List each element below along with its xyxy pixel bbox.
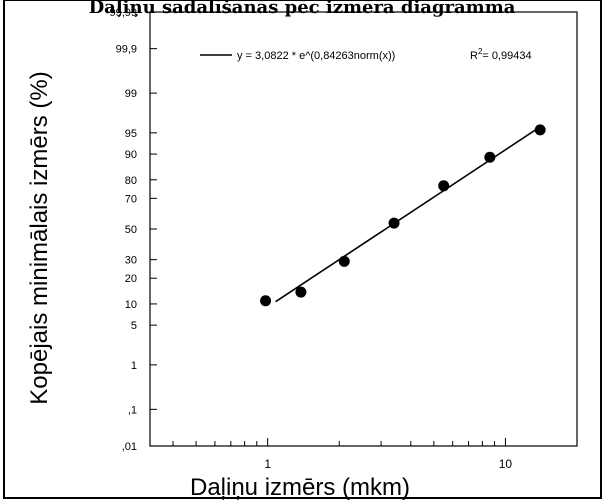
y-tick-label: ,1 xyxy=(128,404,137,416)
data-point xyxy=(438,180,450,192)
y-tick-label: 95 xyxy=(125,128,137,140)
data-point xyxy=(260,295,272,307)
y-tick-label: 90 xyxy=(125,149,137,161)
legend: y = 3,0822 * e^(0,84263norm(x)) R2= 0,99… xyxy=(200,47,532,62)
y-tick-label: ,01 xyxy=(122,441,137,453)
legend-equation: y = 3,0822 * e^(0,84263norm(x)) xyxy=(237,50,395,62)
fit-line xyxy=(275,125,543,303)
x-axis-ticks: 1 10 xyxy=(172,438,578,471)
y-tick-label: 5 xyxy=(131,320,137,332)
x-tick-label: 1 xyxy=(264,457,271,471)
y-tick-label: 10 xyxy=(125,299,137,311)
data-point xyxy=(484,151,496,163)
data-points xyxy=(260,124,546,307)
y-axis-ticks: ,01 ,1 1 5 10 20 30 50 70 80 90 95 99 99,9 99,99 xyxy=(109,7,157,453)
data-point xyxy=(534,124,546,136)
x-tick-label: 10 xyxy=(499,457,513,471)
y-tick-label: 50 xyxy=(125,224,137,236)
outer-frame xyxy=(3,0,602,499)
y-tick-label: 99,9 xyxy=(116,44,137,56)
y-tick-label: 1 xyxy=(131,360,137,372)
fit-line-layer xyxy=(275,125,543,303)
y-tick-label: 30 xyxy=(125,255,137,267)
y-axis-label: Kopējais minimālais izmērs (%) xyxy=(26,71,53,404)
y-tick-label: 99 xyxy=(125,88,137,100)
plot-area xyxy=(149,11,578,447)
chart-title: Daļiņu sadalīšanās pēc izmēra diagramma xyxy=(89,0,516,18)
legend-r-squared: R2= 0,99434 xyxy=(470,47,532,62)
data-point xyxy=(338,255,350,267)
y-tick-label: 70 xyxy=(125,193,137,205)
y-tick-label: 80 xyxy=(125,175,137,187)
x-axis-label: Daļiņu izmērs (mkm) xyxy=(190,474,410,500)
y-tick-label: 99,99 xyxy=(109,7,137,19)
y-tick-label: 20 xyxy=(125,273,137,285)
data-point xyxy=(295,286,307,298)
data-point xyxy=(388,217,400,229)
